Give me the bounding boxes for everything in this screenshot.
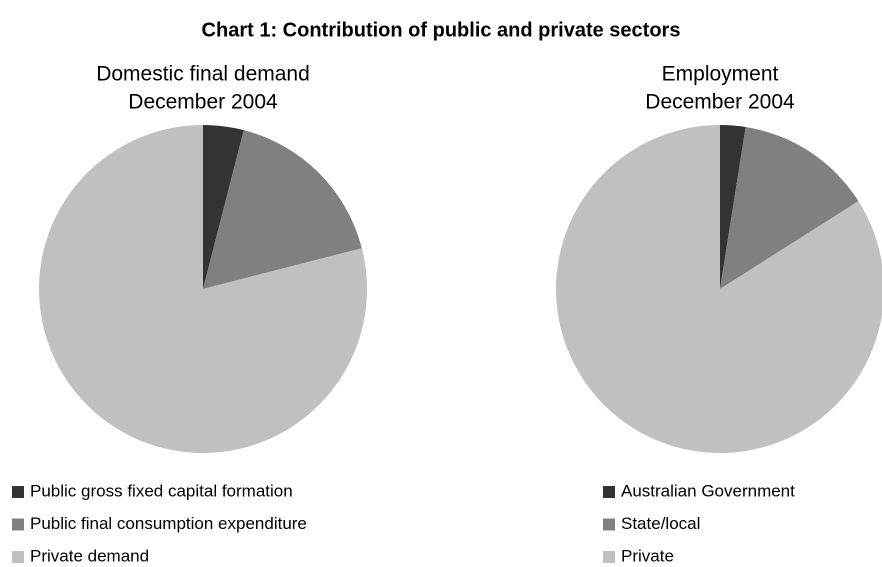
legend-swatch — [603, 486, 615, 498]
pie-slice — [39, 125, 367, 453]
legend-label: Private demand — [30, 546, 149, 565]
legend-swatch — [12, 551, 24, 563]
pie-subtitle: December 2004 — [128, 91, 278, 114]
legend-swatch — [12, 486, 24, 498]
pie-slice — [556, 125, 882, 453]
legend-swatch — [12, 518, 24, 531]
legend-label: Public final consumption expenditure — [30, 514, 307, 533]
chart-title: Chart 1: Contribution of public and priv… — [202, 19, 681, 41]
pie-title: Domestic final demand — [96, 63, 310, 86]
pie-slice — [203, 130, 362, 289]
pie-slice — [720, 125, 746, 289]
pie-subtitle: December 2004 — [645, 91, 795, 114]
legend-label: State/local — [621, 514, 700, 533]
pie-title: Employment — [662, 63, 779, 86]
legend-swatch — [603, 551, 615, 563]
legend-swatch — [603, 518, 615, 531]
pie-slice — [720, 127, 859, 290]
pie-slice — [203, 125, 244, 289]
legend-label: Australian Government — [621, 481, 795, 500]
legend-label: Private — [621, 546, 674, 565]
legend-label: Public gross fixed capital formation — [30, 481, 293, 500]
